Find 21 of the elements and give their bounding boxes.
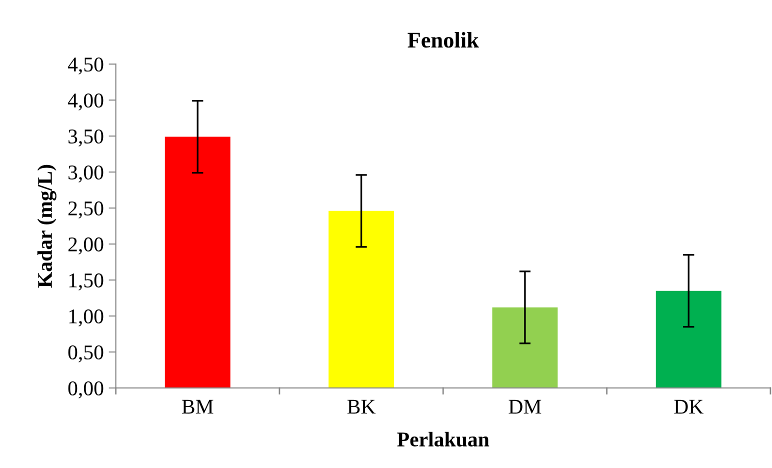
x-tick-label: BK xyxy=(347,400,376,414)
x-tick-label: DK xyxy=(674,400,704,414)
y-tick-label: 4,50 xyxy=(68,57,104,75)
bar xyxy=(164,136,230,388)
x-tick-label: BM xyxy=(182,400,214,414)
y-axis-title: Kadar (mg/L) xyxy=(37,164,56,288)
y-tick-label: 3,50 xyxy=(68,129,104,147)
y-tick-label: 1,50 xyxy=(69,273,104,290)
y-tick-label: 4,00 xyxy=(68,93,104,111)
x-axis-title: Perlakuan xyxy=(397,432,490,447)
y-tick-label: 3,00 xyxy=(68,165,104,182)
x-tick-label: DM xyxy=(508,400,542,414)
bar xyxy=(492,307,558,388)
y-tick-label: 0,50 xyxy=(68,345,104,362)
y-tick-label: 0,00 xyxy=(68,381,104,398)
bar xyxy=(656,290,722,388)
y-tick-label: 2,50 xyxy=(68,201,104,218)
chart-title: Fenolik xyxy=(408,32,479,48)
y-tick-label: 1,00 xyxy=(69,309,104,326)
y-tick-label: 2,00 xyxy=(68,237,104,254)
bar xyxy=(328,210,394,388)
